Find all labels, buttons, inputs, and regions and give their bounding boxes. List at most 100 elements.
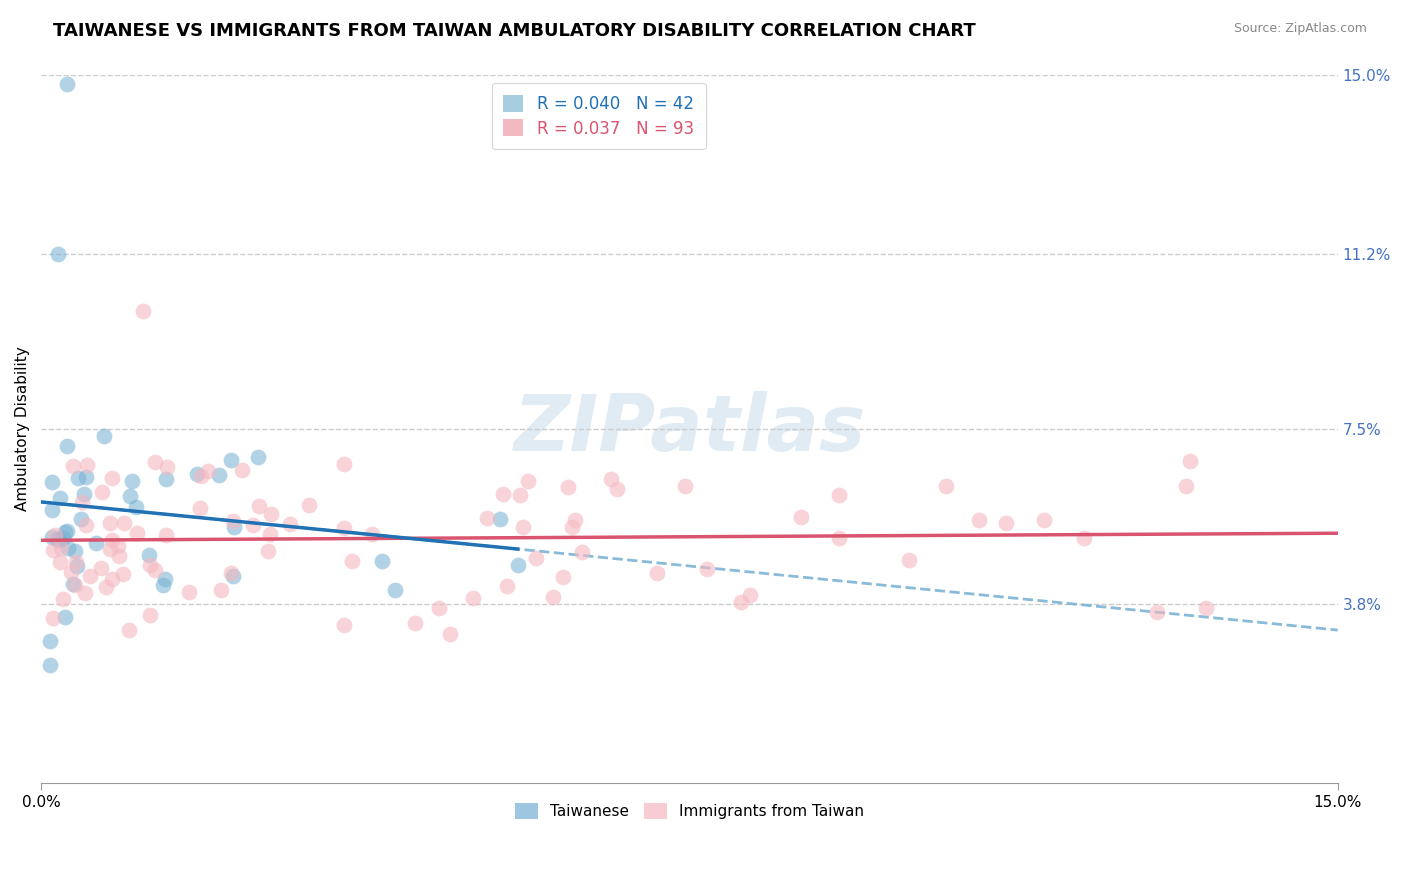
Point (1073, 531, 1095, 545)
Point (190, 468, 212, 483)
Point (492, 487, 515, 501)
Point (512, 520, 534, 534)
Point (66, 471, 89, 485)
Legend: Taiwanese, Immigrants from Taiwan: Taiwanese, Immigrants from Taiwan (509, 797, 870, 825)
Point (506, 558, 529, 572)
Point (53, 525, 76, 540)
Point (247, 500, 270, 514)
Point (41, 530, 63, 544)
Point (48, 491, 70, 505)
Point (828, 488, 851, 502)
Point (645, 566, 668, 580)
Point (101, 572, 124, 586)
Point (56, 524, 79, 538)
Point (100, 471, 122, 485)
Point (76, 458, 98, 472)
Point (188, 500, 211, 515)
Point (551, 570, 574, 584)
Point (52, 591, 75, 606)
Point (70, 512, 93, 526)
Point (139, 558, 162, 573)
Point (42, 543, 65, 558)
Point (496, 579, 519, 593)
Point (257, 544, 280, 558)
Point (143, 564, 166, 578)
Point (360, 527, 382, 541)
Point (1033, 512, 1056, 526)
Point (696, 562, 718, 576)
Point (340, 554, 363, 568)
Point (1146, 605, 1168, 619)
Point (98, 541, 121, 556)
Point (48, 533, 70, 547)
Point (98, 516, 121, 530)
Point (935, 479, 957, 493)
Point (51, 541, 73, 555)
Point (79, 569, 101, 583)
Point (186, 467, 208, 481)
Point (56, 440, 79, 454)
Point (221, 453, 243, 467)
Point (56, 77, 79, 91)
Point (600, 472, 623, 486)
Point (897, 553, 920, 567)
Point (84, 536, 107, 550)
Point (58, 541, 80, 555)
Point (75, 517, 97, 532)
Point (70, 495, 93, 509)
Point (91, 485, 114, 500)
Point (730, 595, 752, 609)
Point (789, 510, 811, 524)
Point (62, 576, 84, 591)
Point (118, 489, 141, 503)
Point (94, 581, 117, 595)
Point (298, 498, 321, 512)
Point (488, 511, 510, 525)
Point (967, 513, 990, 527)
Point (280, 516, 302, 531)
Point (828, 531, 851, 545)
Point (738, 588, 761, 602)
Point (673, 479, 696, 493)
Point (439, 627, 461, 641)
Point (475, 511, 498, 525)
Point (63, 578, 86, 592)
Point (38, 634, 60, 648)
Point (38, 657, 60, 672)
Point (461, 591, 484, 605)
Point (333, 617, 356, 632)
Point (221, 514, 243, 528)
Point (41, 502, 63, 516)
Point (63, 544, 86, 558)
Point (516, 474, 538, 488)
Point (224, 520, 246, 534)
Point (259, 527, 281, 541)
Point (138, 548, 160, 562)
Point (118, 624, 141, 638)
Point (107, 540, 129, 554)
Point (72, 486, 94, 500)
Point (155, 472, 177, 486)
Point (1174, 479, 1197, 493)
Text: TAIWANESE VS IMMIGRANTS FROM TAIWAN AMBULATORY DISABILITY CORRELATION CHART: TAIWANESE VS IMMIGRANTS FROM TAIWAN AMBU… (53, 22, 976, 40)
Point (127, 526, 149, 541)
Point (994, 516, 1017, 530)
Point (561, 520, 583, 534)
Point (1195, 600, 1218, 615)
Point (179, 584, 201, 599)
Point (41, 611, 63, 625)
Y-axis label: Ambulatory Disability: Ambulatory Disability (15, 346, 30, 511)
Point (197, 465, 219, 479)
Point (543, 590, 565, 604)
Point (260, 507, 283, 521)
Point (62, 458, 84, 473)
Point (606, 482, 628, 496)
Point (371, 554, 394, 568)
Point (231, 463, 253, 477)
Point (121, 474, 143, 488)
Point (65, 555, 87, 569)
Point (571, 545, 593, 559)
Point (333, 457, 356, 471)
Point (46, 533, 69, 547)
Point (132, 303, 155, 318)
